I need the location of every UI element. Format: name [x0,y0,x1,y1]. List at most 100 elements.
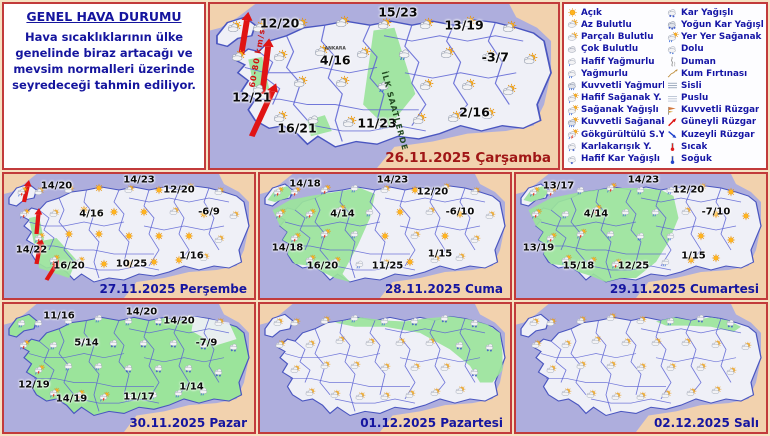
temp-label: 14/23 [627,174,660,186]
legend-item: Kuvvetli Rüzgar [666,105,764,117]
temp-label: 1/14 [179,381,204,393]
temp-label: 12/19 [18,379,50,390]
date-label: 30.11.2025 Pazar [129,416,247,430]
legend-label: Yoğun Kar Yağışlı [681,19,764,30]
date-label: 29.11.2025 Cumartesi [609,282,759,296]
info-body: Hava sıcaklıklarının ülke genelinde bira… [12,30,196,92]
legend-label: Yağmurlu [581,68,628,79]
legend-item: Dolu [666,44,764,56]
forecast-map-wednesday: 12/20 15/23 13/19 4/16 -3/7 12/21 16/21 11/23 2/… [208,2,560,170]
temp-label: 14/20 [125,306,158,318]
legend-label: Duman [681,56,716,67]
temp-label: 14/20 [40,180,73,192]
legend-panel: Açık Az Bulutlu Parçalı Bulutlu Çok Bulu… [562,2,768,170]
legend-label: Sağanak Yağışlı [581,105,659,116]
sand-icon [666,68,679,79]
temp-label: 16/21 [277,120,317,136]
info-title: GENEL HAVA DURUMU [26,9,182,24]
hail-icon [666,44,679,55]
legend-label: Soğuk [681,154,712,165]
legend-label: Yer Yer Sağanak Y. [681,32,764,43]
suncloud-icon [566,19,579,30]
fog-icon [666,80,679,91]
temp-label: 4/14 [583,208,609,220]
temp-label: 13/19 [444,17,484,33]
legend-column: Açık Az Bulutlu Parçalı Bulutlu Çok Bulu… [566,7,664,165]
temp-label: 14/18 [271,242,304,254]
temp-label: 12/21 [232,89,272,105]
tstorm-icon [566,129,579,140]
legend-item: Yoğun Kar Yağışlı [666,19,764,31]
forecast-map-friday: 14/18 14/23 12/20 -6/10 4/14 14/18 16/20 1/15 11… [258,172,512,300]
legend-item: Kum Fırtınası [666,68,764,80]
wind-icon [666,105,679,116]
legend-item: Soğuk [666,153,764,165]
legend-item: Hafif Yağmurlu [566,56,664,68]
temp-label: 12/25 [617,260,650,272]
legend-item: Sağanak Yağışlı [566,104,664,117]
snow3-icon [666,19,679,31]
arrow-red-icon [666,117,679,128]
shower2-icon [666,31,679,43]
legend-label: Kuvvetli Sağanak Y [581,117,664,128]
date-label: 27.11.2025 Perşembe [99,282,247,296]
temp-label: 13/19 [522,242,555,254]
legend-label: Puslu [681,93,709,104]
legend-label: Çok Bulutlu [581,44,639,55]
temp-label: 14/20 [163,315,195,326]
temp-label: 1/16 [179,250,204,262]
legend-label: Kuvvetli Rüzgar [681,105,760,116]
forecast-map-saturday: 13/17 14/23 12/20 -7/10 4/14 13/19 15/18 1/15 12… [514,172,768,300]
temp-label: 12/20 [163,184,195,196]
temp-label: 12/20 [672,184,705,196]
shower1-icon [566,92,579,104]
legend-label: Az Bulutlu [581,19,632,30]
cloud-icon [566,44,579,55]
legend-label: Gökgürültülü S.Y. [581,129,664,140]
date-label: 28.11.2025 Cuma [384,282,503,296]
temp-label: -7/10 [701,206,731,218]
sleet-icon [566,141,579,152]
city-label: ANKARA [324,46,346,52]
legend-item: Yer Yer Sağanak Y. [666,31,764,43]
legend-label: Kuvvetli Yağmurlu [581,80,664,91]
rain1-icon [566,56,579,67]
therm-red-icon [666,141,679,152]
legend-label: Sıcak [681,141,708,152]
legend-label: Parçalı Bulutlu [581,32,654,43]
forecast-map-monday: 01.12.2025 Pazartesi [258,302,512,434]
forecast-map-sunday: 11/16 14/20 14/20 -7/9 5/14 12/19 14/19 1/14 11/… [2,302,256,434]
temp-label: 11/17 [123,391,155,403]
temp-label: 14/23 [123,174,155,186]
temp-label: 1/15 [427,248,453,260]
date-label: 26.11.2025 Çarşamba [385,150,551,166]
temp-label: 11/25 [371,260,404,272]
legend-item: Hafif Kar Yağışlı [566,153,664,165]
legend-item: Kuvvetli Sağanak Y [566,116,664,129]
temp-label: -7/9 [195,337,218,349]
legend-item: Karlakarışık Y. [566,141,664,153]
legend-column: Kar Yağışlı Yoğun Kar Yağışlı Yer Yer Sa… [666,7,764,165]
legend-item: Sisli [666,80,764,92]
temp-label: 11/23 [357,115,397,131]
legend-label: Sisli [681,80,702,91]
legend-item: Puslu [666,92,764,104]
legend-label: Kuzeyli Rüzgar [681,129,755,140]
temp-label: 5/14 [74,337,99,349]
legend-item: Duman [666,56,764,68]
temp-label: 2/16 [459,104,490,120]
temp-label: 13/17 [542,180,575,192]
therm-blue-icon [666,154,679,165]
temp-label: -6/10 [445,206,475,218]
temp-label: 4/16 [319,52,351,68]
legend-item: Az Bulutlu [566,19,664,31]
legend-item: Kuvvetli Yağmurlu [566,80,664,92]
legend-label: Hafif Kar Yağışlı [581,154,660,165]
legend-item: Yağmurlu [566,68,664,80]
arrow-blue-icon [666,129,679,140]
legend-label: Dolu [681,44,704,55]
snow2-icon [666,7,679,18]
legend-label: Kum Fırtınası [681,68,748,79]
temp-label: 4/16 [79,208,104,220]
